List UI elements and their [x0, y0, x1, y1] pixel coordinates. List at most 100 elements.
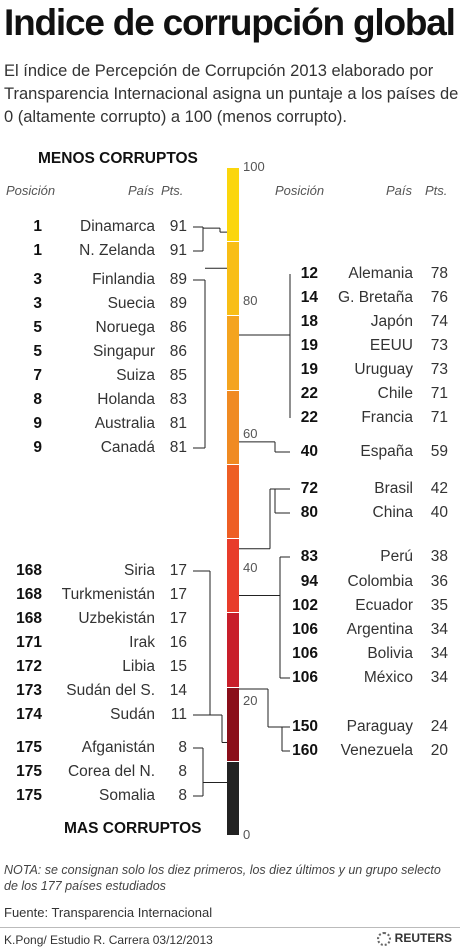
country-name: Venezuela — [340, 742, 413, 759]
country-name: Chile — [377, 385, 413, 402]
score-value: 15 — [169, 658, 187, 675]
rank-value: 72 — [300, 480, 318, 497]
country-name: Irak — [129, 634, 155, 651]
reuters-logo: REUTERS — [376, 931, 452, 946]
footnote: NOTA: se consignan solo los diez primero… — [4, 863, 441, 893]
rank-value: 173 — [16, 682, 42, 699]
rank-value: 106 — [292, 621, 318, 638]
rank-value: 160 — [292, 742, 318, 759]
rank-value: 83 — [300, 548, 318, 565]
right-col-country-header: País — [385, 183, 412, 198]
rank-value: 8 — [33, 391, 42, 408]
score-value: 73 — [430, 361, 448, 378]
country-name: Noruega — [95, 319, 155, 336]
score-value: 16 — [169, 634, 187, 651]
country-name: México — [363, 669, 413, 686]
rank-value: 175 — [16, 739, 42, 756]
rank-value: 175 — [16, 787, 42, 804]
country-name: EEUU — [369, 337, 413, 354]
score-value: 74 — [430, 313, 448, 330]
score-value: 91 — [169, 218, 187, 235]
rank-value: 12 — [300, 265, 318, 282]
country-name: Singapur — [92, 343, 155, 360]
country-name: Uruguay — [354, 361, 413, 378]
scale-segment — [227, 613, 239, 687]
rank-value: 22 — [300, 409, 318, 426]
scale-segment — [227, 168, 239, 242]
country-name: Francia — [361, 409, 413, 426]
country-name: Paraguay — [346, 718, 413, 735]
country-name: Bolivia — [367, 645, 413, 662]
country-name: Suiza — [116, 367, 155, 384]
chart-title: Indice de corrupción global — [4, 2, 456, 43]
scale-segment — [227, 464, 239, 539]
rank-value: 106 — [292, 645, 318, 662]
rank-value: 1 — [33, 218, 42, 235]
score-value: 17 — [169, 562, 187, 579]
country-name: Perú — [380, 548, 413, 565]
footer-divider — [0, 927, 460, 928]
reuters-wordmark: REUTERS — [394, 931, 452, 945]
scale-tick-label: 20 — [243, 693, 258, 709]
country-name: Libia — [122, 658, 155, 675]
score-value: 11 — [170, 706, 187, 723]
rank-value: 22 — [300, 385, 318, 402]
scale-tick-label: 80 — [243, 292, 258, 308]
left-col-pos-header: Posición — [6, 183, 56, 198]
rank-value: 172 — [16, 658, 42, 675]
score-value: 81 — [169, 415, 187, 432]
score-value: 36 — [430, 573, 448, 590]
country-name: Uzbekistán — [78, 610, 155, 627]
scale-tick-label: 100 — [243, 159, 265, 174]
rank-value: 3 — [33, 295, 42, 312]
score-value: 71 — [430, 385, 448, 402]
score-value: 89 — [169, 271, 187, 288]
score-value: 34 — [430, 645, 448, 662]
score-value: 42 — [430, 480, 448, 497]
scale-tick-label: 0 — [243, 827, 251, 842]
credit-line: K.Pong/ Estudio R. Carrera 03/12/2013 — [4, 933, 213, 947]
rank-value: 5 — [33, 319, 42, 336]
country-name: Finlandia — [92, 271, 155, 288]
country-name: Dinamarca — [80, 218, 155, 235]
rank-value: 14 — [300, 289, 318, 306]
country-name: Siria — [123, 562, 155, 579]
score-value: 35 — [430, 597, 448, 614]
score-value: 24 — [430, 718, 448, 735]
score-value: 89 — [169, 295, 187, 312]
rank-value: 1 — [33, 242, 42, 259]
score-value: 34 — [430, 669, 448, 686]
rank-value: 168 — [16, 586, 42, 603]
left-col-country-header: País — [127, 183, 154, 198]
source-line: Fuente: Transparencia Internacional — [4, 905, 213, 920]
left-col-pts-header: Pts. — [161, 183, 184, 198]
scale-segment — [227, 539, 239, 613]
score-value: 38 — [430, 548, 448, 565]
country-name: Australia — [94, 415, 155, 432]
score-value: 73 — [430, 337, 448, 354]
country-name: N. Zelanda — [79, 242, 155, 259]
country-name: Sudán — [110, 706, 155, 723]
scale-bar — [227, 168, 239, 836]
country-name: Argentina — [346, 621, 413, 638]
country-name: Turkmenistán — [61, 586, 155, 603]
score-value: 86 — [169, 319, 187, 336]
score-value: 34 — [430, 621, 448, 638]
score-value: 71 — [430, 409, 448, 426]
country-name: España — [360, 443, 413, 460]
rank-value: 174 — [16, 706, 42, 723]
right-col-pts-header: Pts. — [425, 183, 448, 198]
country-name: Afganistán — [81, 739, 155, 756]
right-col-pos-header: Posición — [275, 183, 325, 198]
country-name: Ecuador — [355, 597, 413, 614]
scale-segment — [227, 242, 239, 316]
country-name: Sudán del S. — [66, 682, 155, 699]
rank-value: 94 — [300, 573, 318, 590]
country-name: Corea del N. — [67, 763, 155, 780]
score-value: 17 — [169, 586, 187, 603]
score-value: 17 — [169, 610, 187, 627]
score-value: 86 — [169, 343, 187, 360]
top-label: MENOS CORRUPTOS — [38, 150, 198, 167]
rank-value: 150 — [292, 718, 318, 735]
country-name: Holanda — [97, 391, 155, 408]
